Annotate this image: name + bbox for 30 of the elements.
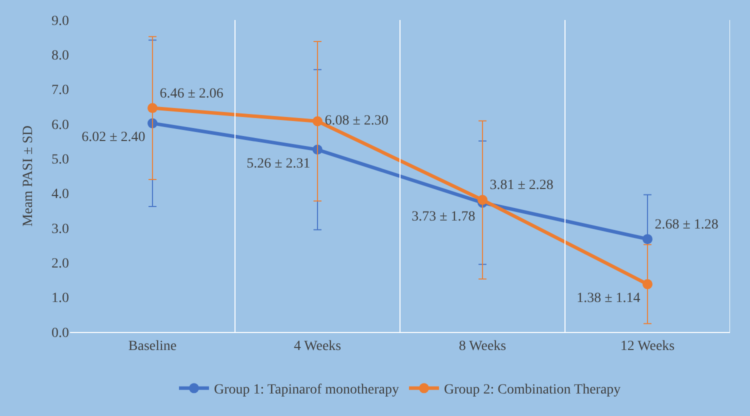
point (312, 116, 322, 126)
point (642, 279, 652, 290)
data-label: 1.38 ± 1.14 (576, 290, 640, 306)
y-tick-label: 7.0 (52, 83, 69, 98)
y-tick-label: 4.0 (52, 187, 69, 202)
data-label: 2.68 ± 1.28 (654, 217, 718, 232)
legend-label: Group 2: Combination Therapy (444, 382, 621, 398)
y-tick-label: 1.0 (52, 291, 69, 306)
point (642, 234, 652, 244)
y-tick-label: 5.0 (52, 152, 69, 168)
y-tick-label: 8.0 (52, 48, 69, 64)
data-label: 6.46 ± 2.06 (160, 86, 224, 102)
x-tick-label: Baseline (128, 338, 177, 354)
y-axis-title: Meam PASI ± SD (21, 126, 36, 226)
x-tick-label: 12 Weeks (620, 338, 675, 354)
data-label: 3.81 ± 2.28 (490, 178, 554, 194)
y-tick-label: 0.0 (52, 326, 69, 341)
data-label: 5.26 ± 2.31 (246, 156, 310, 172)
legend-label: Group 1: Tapinarof monotherapy (214, 382, 399, 398)
data-label: 6.08 ± 2.30 (324, 114, 388, 129)
y-tick-label: 3.0 (52, 222, 69, 237)
x-tick-label: 8 Weeks (458, 338, 506, 354)
x-tick-label: 4 Weeks (294, 338, 342, 354)
y-tick-label: 9.0 (52, 14, 69, 29)
data-label: 3.73 ± 1.78 (412, 209, 476, 224)
y-tick-label: 2.0 (52, 256, 69, 272)
data-label: 6.02 ± 2.40 (82, 130, 146, 146)
y-tick-label: 6.0 (52, 118, 69, 133)
point (148, 103, 158, 114)
point (478, 194, 488, 205)
